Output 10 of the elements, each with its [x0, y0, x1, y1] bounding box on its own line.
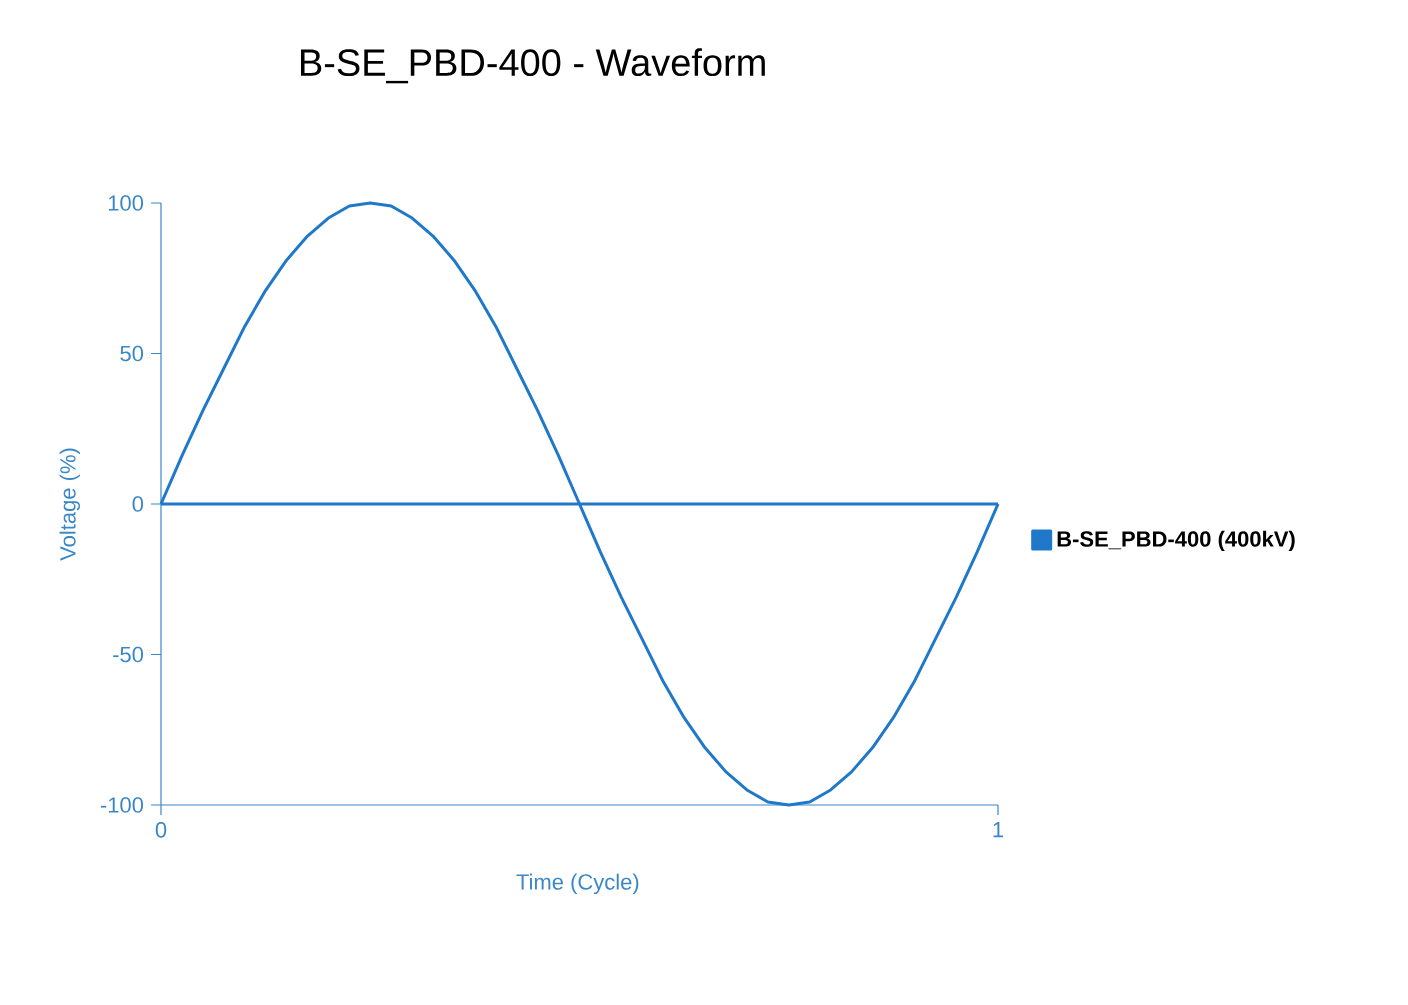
x-axis-title: Time (Cycle) — [516, 873, 639, 895]
y-axis-title: Voltage (%) — [59, 448, 81, 561]
y-tick-label: -100 — [100, 797, 144, 813]
y-tick-label: 100 — [108, 195, 144, 211]
y-tick-label: 50 — [120, 345, 144, 362]
y-tick-label: 0 — [132, 496, 144, 512]
chart-title: B-SE_PBD-400 - Waveform — [300, 48, 765, 84]
legend-label: B-SE_PBD-400 (400kV) — [1057, 530, 1295, 552]
x-tick-label: 1 — [993, 822, 1004, 838]
y-tick-label: -50 — [113, 646, 144, 663]
